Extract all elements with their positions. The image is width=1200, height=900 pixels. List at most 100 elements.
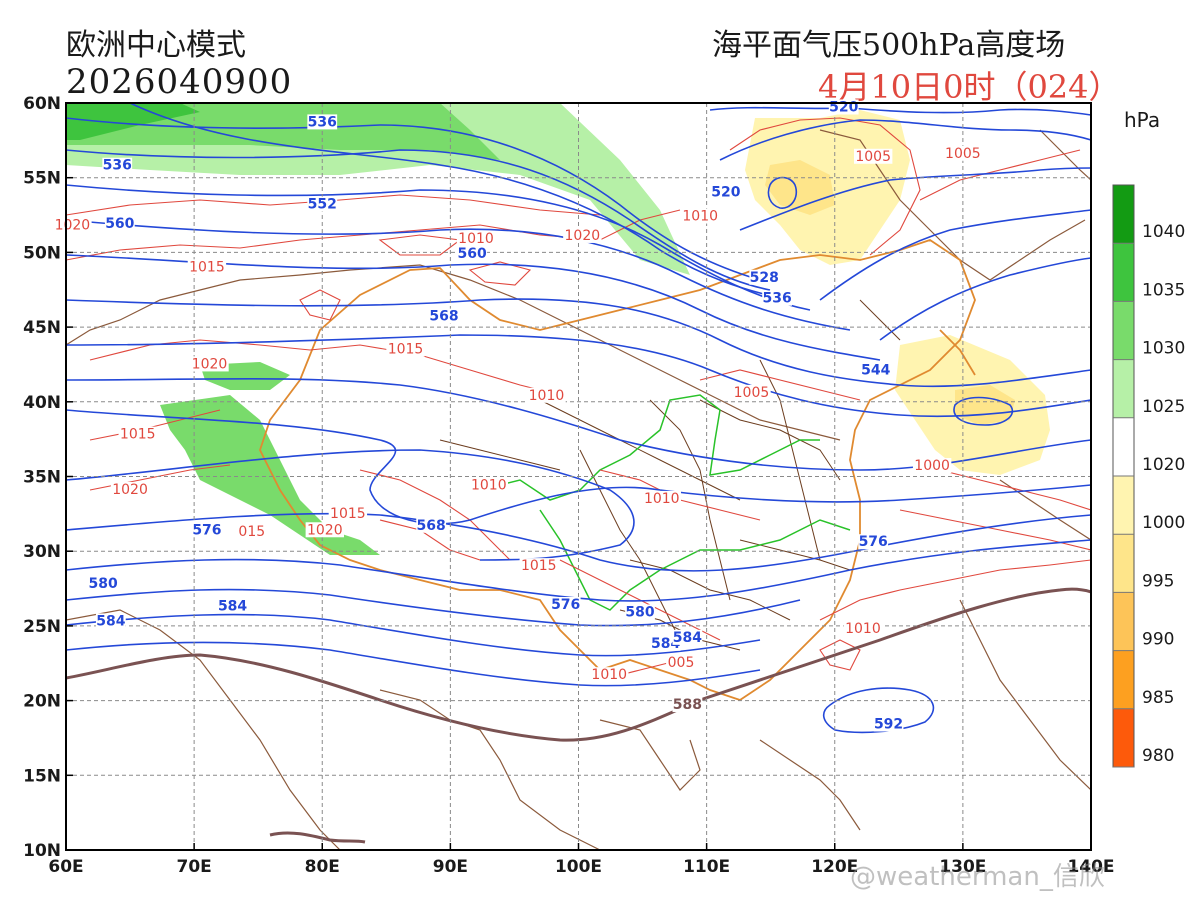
pressure-contour-label: 1010	[682, 209, 718, 225]
label-halo	[305, 522, 345, 538]
longitude-label: 90E	[433, 857, 468, 877]
province-border	[629, 559, 791, 621]
coastline	[999, 479, 1091, 541]
contour-588	[66, 587, 1091, 742]
longitude-label: 70E	[176, 857, 211, 877]
pressure-contour-label: 1015	[189, 259, 225, 275]
isobar-line	[819, 559, 1091, 621]
pressure-contour-label: 1010	[845, 621, 881, 637]
yangtze-river	[539, 509, 851, 611]
model-name: 欧洲中心模式	[66, 28, 246, 63]
label-halo	[749, 269, 780, 285]
label-halo	[710, 184, 741, 200]
isobar-line	[468, 261, 532, 286]
isobar-line	[919, 149, 1081, 201]
label-halo	[102, 157, 133, 173]
height-contour	[739, 167, 1091, 231]
label-halo	[853, 148, 893, 164]
colorbar-tick-label: 995	[1142, 571, 1174, 591]
height-contour	[66, 298, 1091, 388]
height-contour-label: 552	[308, 197, 337, 213]
height-contour	[66, 588, 801, 627]
label-halo	[110, 481, 150, 497]
colorbar-tick-label: 1020	[1142, 455, 1185, 475]
label-halo	[416, 517, 447, 533]
height-contour-label: 592	[874, 716, 903, 732]
label-halo	[590, 667, 629, 683]
label-halo	[192, 522, 222, 538]
colorbar-swatch	[1113, 592, 1134, 651]
label-halo	[666, 655, 696, 671]
colorbar-swatch	[1113, 476, 1134, 535]
height-contour-label: 584	[218, 598, 247, 614]
height-contour-label: 560	[458, 246, 487, 262]
pressure-contour-label: 1010	[458, 231, 494, 247]
label-halo	[843, 620, 883, 636]
height-contour-label: 520	[829, 99, 858, 115]
pressure-contour-label: 1010	[644, 491, 680, 507]
colorbar-swatch	[1113, 708, 1134, 767]
height-contour	[66, 613, 761, 657]
label-halo	[217, 598, 248, 614]
height-contour	[66, 409, 1091, 525]
colorbar-tick-label: 990	[1142, 630, 1174, 650]
grid-lines	[66, 103, 1091, 850]
isobar-line	[66, 194, 601, 216]
label-halo	[236, 523, 267, 539]
latitude-label: 50N	[23, 243, 61, 263]
latitude-label: 15N	[23, 766, 61, 786]
height-contour-label: 576	[551, 597, 580, 613]
pressure-contour-label: 015	[238, 524, 265, 540]
init-time: 2026040900	[66, 62, 293, 102]
longitude-label: 120E	[811, 857, 858, 877]
isobar-line	[559, 559, 721, 641]
height-contour	[953, 396, 1014, 426]
height-contour	[719, 119, 1091, 161]
pressure-contour-label: 1020	[55, 217, 91, 233]
label-halo	[672, 629, 703, 645]
province-border	[439, 439, 561, 471]
colorbar-tick-label: 1040	[1142, 222, 1185, 242]
coastline	[66, 264, 841, 441]
label-halo	[732, 384, 771, 400]
height-contour	[66, 219, 851, 331]
isobar-line	[359, 469, 511, 561]
height-contour	[66, 334, 1091, 418]
pressure-contour-label: 1005	[855, 149, 891, 165]
latitude-labels: 60N 55N 50N 45N 40N 35N 30N 25N 20N 15N 10N	[23, 94, 61, 861]
isobar-line	[729, 117, 921, 256]
colorbar-tick-label: 1030	[1142, 339, 1185, 359]
label-halo	[457, 245, 488, 261]
label-halo	[95, 613, 126, 629]
pressure-contour-label: 1015	[388, 341, 424, 357]
yellow-river	[479, 394, 820, 501]
height-contour	[709, 106, 1091, 116]
colorbar-unit: hPa	[1124, 108, 1161, 132]
colorbar-swatch	[1113, 534, 1134, 593]
province-border	[579, 449, 681, 641]
isobar-line	[379, 519, 481, 561]
latitude-label: 55N	[23, 169, 61, 189]
isobar-line	[699, 369, 861, 401]
colorbar-swatch	[1113, 185, 1134, 244]
label-halo	[762, 290, 792, 306]
latitude-label: 30N	[23, 542, 61, 562]
label-halo	[190, 356, 229, 372]
label-halo	[118, 426, 157, 442]
colorbar-swatch	[1113, 243, 1134, 302]
longitude-label: 130E	[939, 857, 986, 877]
height-contour	[66, 449, 635, 561]
label-halo	[527, 387, 566, 403]
contour-588	[269, 831, 366, 844]
height-contour	[66, 539, 1091, 602]
high-pressure-area	[66, 103, 200, 140]
label-halo	[860, 362, 891, 378]
height-contour-label: 576	[192, 522, 221, 538]
colorbar: 1040 1035 1030 1025 1020 1000 995 990 985 980	[1112, 184, 1185, 768]
colorbar-swatch	[1113, 650, 1134, 709]
province-border	[859, 299, 901, 341]
pressure-contour-label: 1010	[529, 388, 565, 404]
latitude-label: 60N	[23, 94, 61, 114]
height-contour-label: 576	[859, 534, 888, 550]
axis-ticks	[65, 102, 1092, 851]
